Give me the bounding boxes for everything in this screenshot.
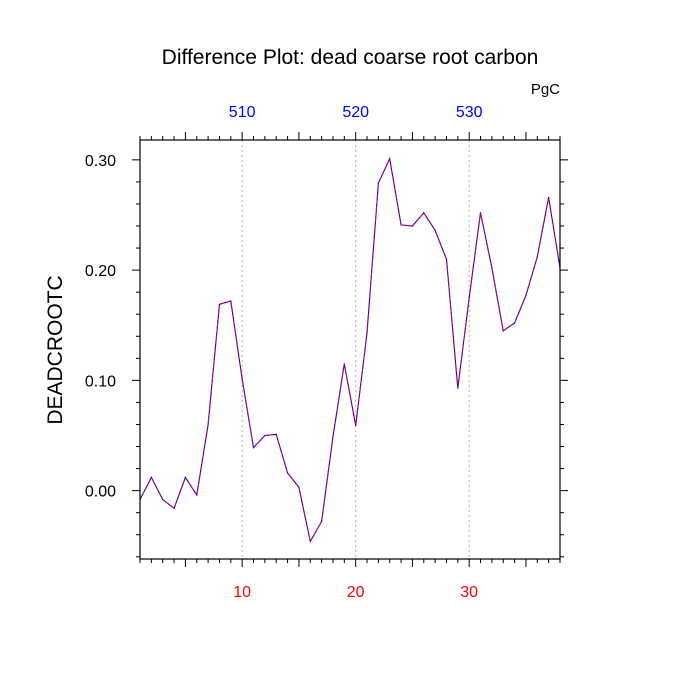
units-label: PgC [531, 81, 560, 98]
data-point [162, 498, 164, 501]
data-point [298, 486, 300, 488]
y-tick-label: 0.00 [85, 484, 116, 501]
x-tick-label: 10 [233, 584, 251, 601]
data-point [434, 229, 436, 232]
data-point [355, 424, 357, 427]
y-tick-label: 0.10 [85, 373, 116, 390]
data-point [502, 330, 504, 332]
series-line-dash [139, 156, 561, 543]
data-point [400, 224, 402, 226]
data-point [343, 363, 345, 365]
data-series [139, 156, 561, 543]
data-point [264, 434, 266, 437]
data-point [173, 507, 175, 509]
data-point [536, 256, 538, 258]
grid-lines [241, 140, 470, 559]
data-point [286, 472, 289, 474]
y-axis-label: DEADCROOTC [44, 275, 67, 424]
top-tick-label: 530 [456, 104, 483, 121]
y-tick-label: 0.30 [85, 153, 116, 170]
data-point [196, 494, 198, 496]
series-line [139, 156, 561, 543]
data-point [241, 378, 243, 380]
data-point [150, 476, 152, 479]
data-point [513, 322, 516, 324]
data-point [377, 182, 379, 184]
data-point [275, 433, 277, 436]
axis-ticks [132, 132, 568, 567]
top-tick-label: 510 [229, 104, 256, 121]
data-point [423, 212, 425, 214]
plot-frame [139, 139, 561, 560]
data-point [366, 332, 368, 334]
data-point [468, 297, 470, 299]
data-point [389, 158, 391, 160]
x-tick-label: 20 [347, 584, 365, 601]
data-point [309, 540, 311, 542]
y-tick-label: 0.20 [85, 263, 116, 280]
data-point [230, 300, 232, 302]
data-point [184, 476, 187, 479]
data-point [332, 436, 334, 438]
data-point [207, 423, 209, 426]
data-point [252, 447, 255, 449]
x-tick-label: 30 [460, 584, 478, 601]
data-point [525, 294, 527, 297]
data-point [321, 520, 323, 523]
data-point [411, 225, 414, 227]
data-point [479, 212, 482, 214]
tick-labels: 10 20 30 510 520 530 0.00 0.10 0.20 0.30 [85, 104, 483, 601]
data-point [548, 196, 550, 198]
top-tick-label: 520 [342, 104, 369, 121]
data-point [491, 267, 493, 269]
data-point [218, 303, 221, 305]
data-point [445, 258, 448, 260]
chart-title: Difference Plot: dead coarse root carbon [162, 46, 539, 69]
data-point [457, 387, 459, 389]
